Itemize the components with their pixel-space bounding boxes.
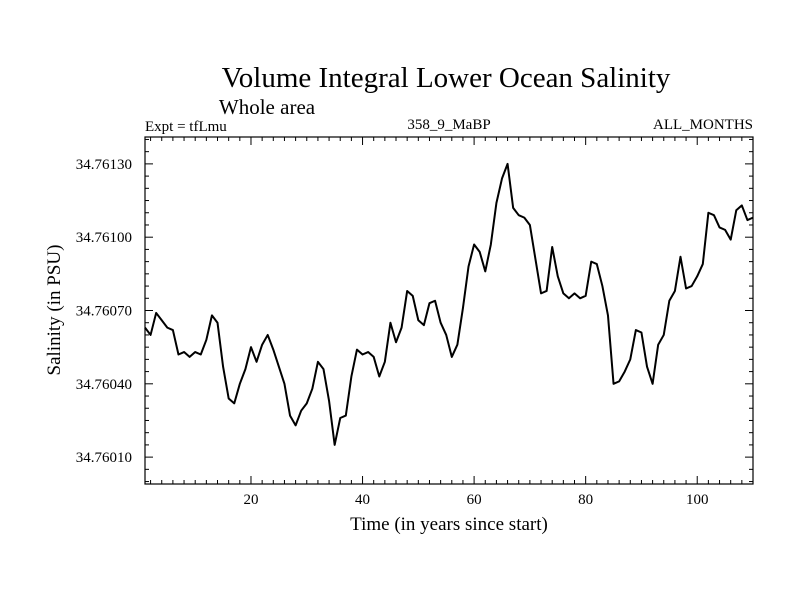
- x-axis-ticks: 20 40 60 80 100: [150, 137, 754, 508]
- plot-frame: [144, 136, 754, 485]
- y-tick-label: 34.76100: [76, 230, 132, 246]
- y-tick-label: 34.76010: [76, 450, 132, 466]
- y-tick-label: 34.76040: [76, 377, 132, 393]
- series-line-salinity: [144, 162, 754, 446]
- x-tick-label: 100: [686, 492, 709, 508]
- y-axis-label: Salinity (in PSU): [44, 245, 65, 376]
- x-tick-label: 80: [578, 492, 593, 508]
- x-tick-label: 60: [467, 492, 482, 508]
- chart-subtitle: Whole area: [219, 95, 316, 119]
- x-axis-label: Time (in years since start): [350, 514, 548, 535]
- period-label: ALL_MONTHS: [653, 117, 753, 133]
- y-tick-label: 34.76070: [76, 304, 132, 320]
- x-tick-label: 40: [355, 492, 370, 508]
- series-group: [144, 162, 754, 446]
- run-label: 358_9_MaBP: [407, 117, 490, 133]
- x-tick-label: 20: [243, 492, 258, 508]
- y-tick-label: 34.76130: [76, 157, 132, 173]
- chart-title: Volume Integral Lower Ocean Salinity: [222, 62, 671, 94]
- y-axis-ticks: 34.76010 34.76040 34.76070 34.76100 34.76130: [76, 138, 753, 483]
- experiment-label: Expt = tfLmu: [145, 119, 227, 135]
